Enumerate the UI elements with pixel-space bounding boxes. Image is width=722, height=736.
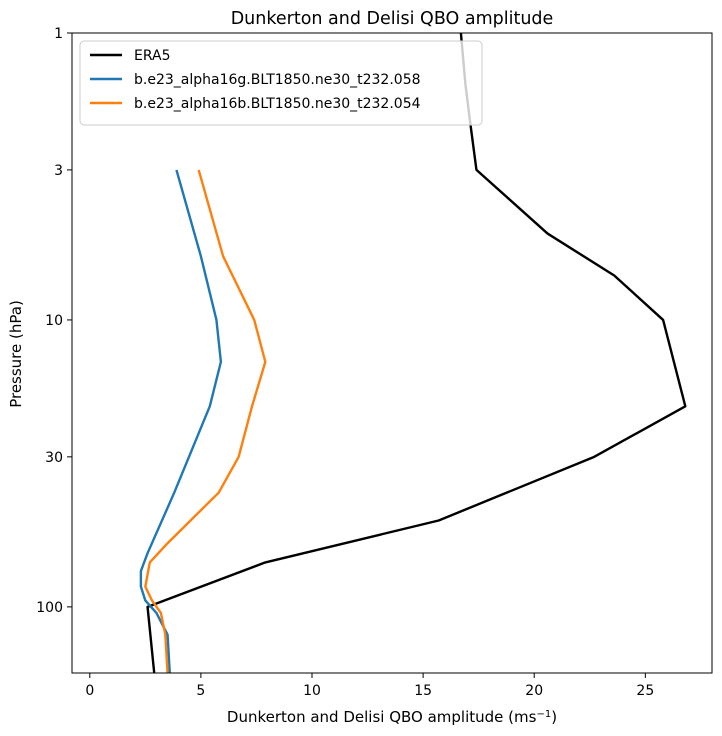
chart-title: Dunkerton and Delisi QBO amplitude: [231, 9, 554, 29]
plot-frame: [71, 32, 713, 674]
axis-ticks: 0 5 10 15 20 25 1 3 10 30 100: [36, 26, 654, 699]
x-tick-label: 25: [636, 683, 654, 699]
y-tick-label: 3: [54, 163, 63, 179]
y-tick-label: 1: [54, 26, 63, 42]
series-line-1: [146, 33, 687, 673]
x-axis-title-suffix: ): [551, 708, 557, 726]
legend: ERA5 b.e23_alpha16g.BLT1850.ne30_t232.058…: [79, 40, 483, 126]
series-line-2: [139, 169, 223, 673]
x-axis-title-exponent: −1: [536, 709, 551, 720]
x-tick-label: 5: [196, 683, 205, 699]
x-tick-label: 20: [525, 683, 543, 699]
y-tick-label: 100: [36, 600, 63, 616]
y-tick-label: 30: [45, 450, 63, 466]
legend-box: [79, 40, 483, 126]
legend-label: b.e23_alpha16g.BLT1850.ne30_t232.058: [134, 72, 421, 88]
legend-label: b.e23_alpha16b.BLT1850.ne30_t232.054: [134, 96, 421, 112]
series-line-3: [144, 169, 267, 673]
y-tick-label: 10: [45, 313, 63, 329]
x-tick-label: 15: [414, 683, 432, 699]
plot-content: [139, 33, 687, 673]
x-tick-label: 0: [85, 683, 94, 699]
legend-label: ERA5: [134, 48, 171, 64]
x-axis-title-main: Dunkerton and Delisi QBO amplitude (ms: [227, 708, 537, 726]
x-axis-title: Dunkerton and Delisi QBO amplitude (ms−1…: [227, 708, 557, 726]
x-tick-label: 10: [303, 683, 321, 699]
y-axis-title: Pressure (hPa): [7, 300, 25, 408]
